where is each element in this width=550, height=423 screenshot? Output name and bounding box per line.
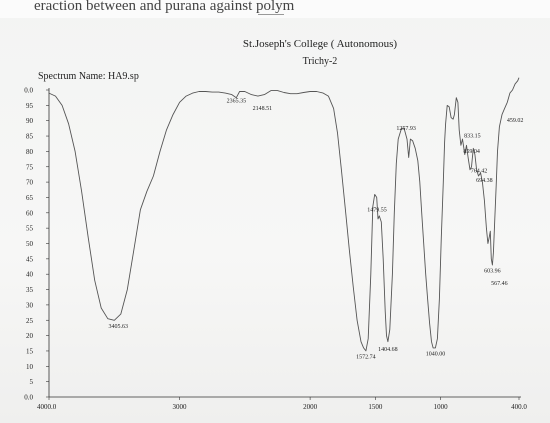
peak-label: 459.02 [507, 118, 524, 124]
y-tick-label: 95 [26, 102, 34, 110]
chart-subtitle: Trichy-2 [302, 56, 338, 67]
x-tick-label: 2000 [303, 403, 318, 411]
peak-label: 859.04 [463, 149, 480, 155]
x-tick-label: 1500 [368, 403, 383, 411]
top-divider [258, 14, 284, 15]
y-tick-label: 0.0 [24, 87, 33, 95]
peak-label: 1257.93 [396, 126, 416, 132]
y-axis: 0.0 5 10 15 20 25 30 35 40 45 50 55 60 65 70 75 80 85 90 95… [24, 87, 50, 402]
y-tick-label: 70 [26, 179, 34, 187]
y-tick-label: 45 [26, 255, 34, 263]
y-tick-label: 60 [26, 209, 34, 217]
y-tick-label: 65 [26, 194, 34, 202]
x-axis: 4000.0 3000 2000 1500 1000 400.0 [37, 396, 527, 411]
y-tick-label: 20 [26, 332, 34, 340]
peak-labels: 3405.63 2365.35 2148.51 1572.74 1479.55 1404.… [108, 98, 523, 360]
y-tick-label: 15 [26, 347, 34, 355]
peak-label: 1040.00 [426, 352, 446, 358]
y-tick-label: 85 [26, 133, 34, 141]
chart-title: St.Joseph's College ( Autonomous) [242, 38, 398, 50]
peak-label: 694.38 [476, 178, 493, 184]
top-text-strip: eraction between and purana against poly… [0, 0, 550, 18]
y-tick-label: 30 [26, 301, 34, 309]
x-tick-label: 4000.0 [37, 403, 57, 411]
peak-label: 1479.55 [367, 207, 387, 213]
peak-label: 2148.51 [253, 106, 273, 112]
top-text: eraction between and purana against poly… [34, 0, 295, 14]
peak-label: 567.46 [491, 281, 508, 287]
y-tick-label: 5 [30, 378, 34, 386]
peak-label: 2365.35 [227, 98, 247, 104]
x-tick-label: 1000 [434, 403, 449, 411]
y-tick-label: 40 [26, 271, 34, 279]
y-tick-label: 50 [26, 240, 34, 248]
peak-label: 1404.68 [378, 347, 398, 353]
peak-label: 603.96 [484, 269, 501, 275]
y-tick-label: 10 [26, 363, 34, 371]
y-tick-label: 80 [26, 148, 34, 156]
y-tick-label: 25 [26, 317, 34, 325]
y-tick-label: 35 [26, 286, 34, 294]
y-tick-label: 0.0 [24, 394, 33, 402]
y-tick-label: 75 [26, 163, 34, 171]
series-group [48, 77, 520, 352]
peak-label: 3405.63 [108, 324, 128, 330]
y-tick-label: 55 [26, 225, 34, 233]
spectrum-line [48, 77, 520, 352]
x-tick-label: 3000 [173, 403, 188, 411]
peak-label: 1572.74 [356, 355, 376, 361]
peak-label: 833.15 [464, 134, 481, 140]
x-tick-label: 400.0 [511, 403, 527, 411]
spectrum-name: Spectrum Name: HA9.sp [38, 71, 139, 82]
y-tick-label: 90 [26, 117, 34, 125]
peak-label: 764.42 [471, 168, 488, 174]
